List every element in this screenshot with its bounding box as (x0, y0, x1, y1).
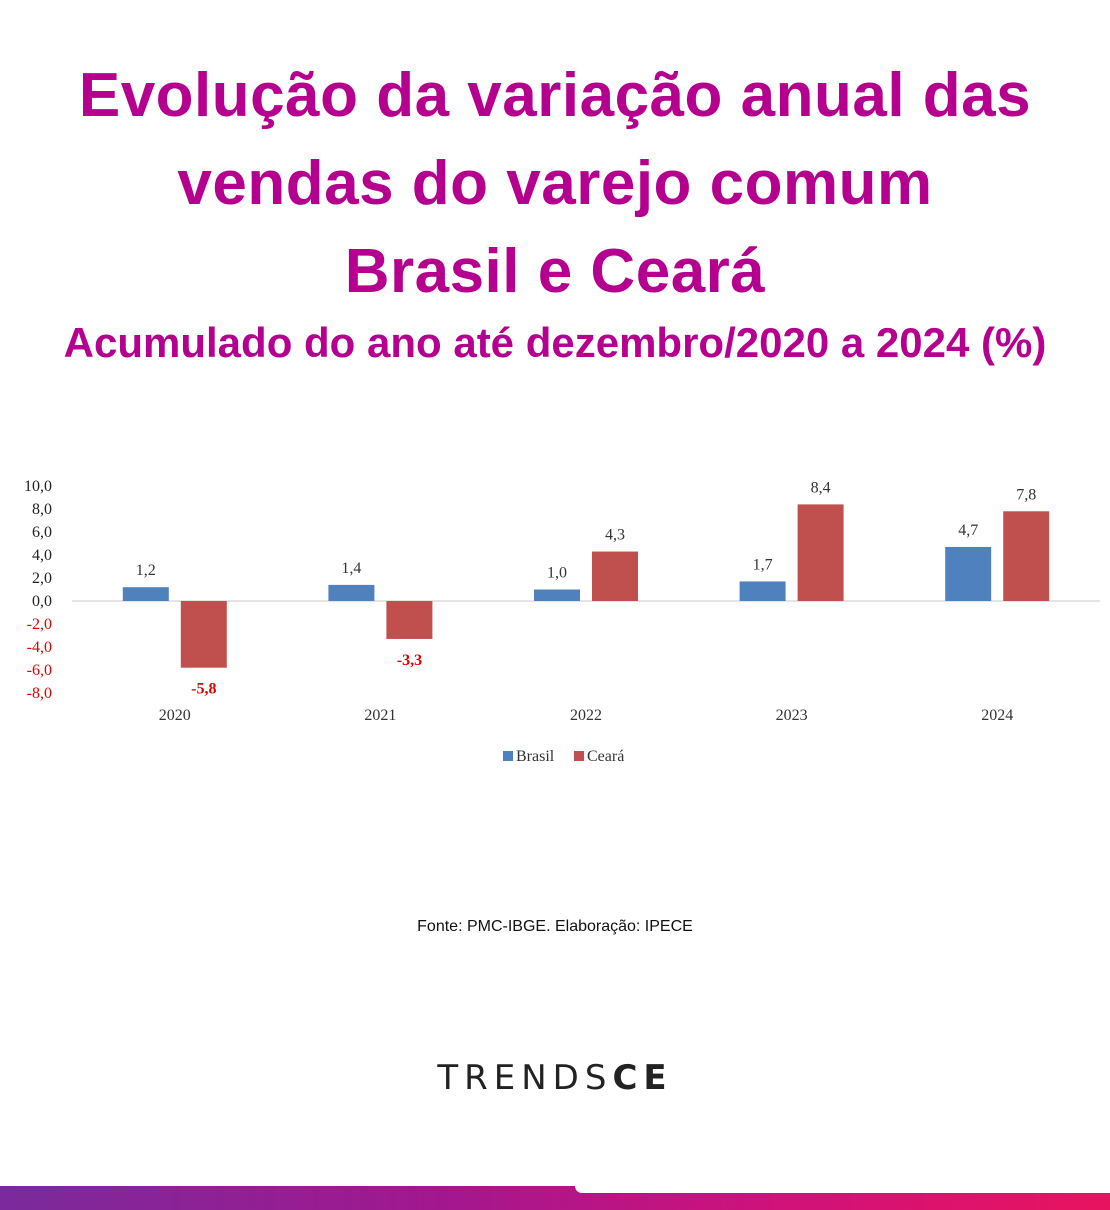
x-tick-label: 2023 (776, 707, 808, 724)
y-tick-label: -8,0 (27, 685, 52, 702)
data-label: 1,2 (136, 562, 156, 579)
y-tick-label: 8,0 (32, 501, 52, 518)
x-tick-label: 2024 (981, 707, 1013, 724)
data-label: -5,8 (191, 681, 216, 698)
data-label: -3,3 (397, 652, 422, 669)
y-tick-label: -4,0 (27, 639, 52, 656)
y-tick-label: 4,0 (32, 547, 52, 564)
bar-ceará-2024 (1003, 511, 1050, 601)
data-label: 4,3 (605, 527, 625, 544)
legend-label: Ceará (587, 748, 624, 765)
bar-brasil-2022 (534, 589, 580, 601)
title-line-1: Evolução da variação anual das (78, 61, 1032, 130)
brand-bold: CE (612, 1058, 673, 1098)
bar-brasil-2024 (945, 546, 992, 601)
bar-ceará-2020 (180, 601, 227, 668)
x-tick-label: 2020 (159, 707, 191, 724)
y-tick-label: 0,0 (32, 593, 52, 610)
legend-swatch-brasil (503, 751, 513, 761)
y-tick-label: 6,0 (32, 524, 52, 541)
data-label: 1,4 (341, 560, 361, 577)
y-tick-label: 2,0 (32, 570, 52, 587)
brand-logo: TRENDSCE (0, 1058, 1110, 1098)
legend-label: Brasil (516, 748, 555, 765)
bar-chart: 10,0 8,0 6,0 4,0 2,0 0,0 -2,0 -4,0 -6,0 -8,0 2020 1… (24, 478, 1100, 765)
footer-notch (575, 1186, 1110, 1193)
y-tick-label: -2,0 (27, 616, 52, 633)
data-label: 4,7 (958, 522, 978, 539)
y-tick-label: -6,0 (27, 662, 52, 679)
bar-ceará-2022 (592, 551, 638, 601)
bar-ceará-2023 (797, 504, 844, 601)
brand-thin: TRENDS (437, 1058, 613, 1098)
x-tick-label: 2022 (570, 707, 602, 724)
bar-brasil-2023 (739, 581, 786, 601)
bar-brasil-2021 (328, 584, 375, 601)
chart-subtitle: Acumulado do ano até dezembro/2020 a 202… (63, 319, 1047, 366)
y-tick-label: 10,0 (24, 478, 52, 495)
data-label: 1,0 (547, 565, 567, 582)
title-line-3: Brasil e Ceará (344, 237, 766, 306)
data-label: 1,7 (753, 556, 773, 573)
legend-swatch-ceará (574, 751, 584, 761)
data-label: 7,8 (1016, 486, 1036, 503)
data-label: 8,4 (811, 479, 831, 496)
source-note: Fonte: PMC-IBGE. Elaboração: IPECE (417, 918, 693, 935)
chart-title: Evolução da variação anual das vendas do… (0, 52, 1110, 316)
bar-ceará-2021 (386, 601, 433, 639)
title-line-2: vendas do varejo comum (177, 149, 933, 218)
x-tick-label: 2021 (364, 707, 396, 724)
bar-brasil-2020 (122, 587, 169, 601)
